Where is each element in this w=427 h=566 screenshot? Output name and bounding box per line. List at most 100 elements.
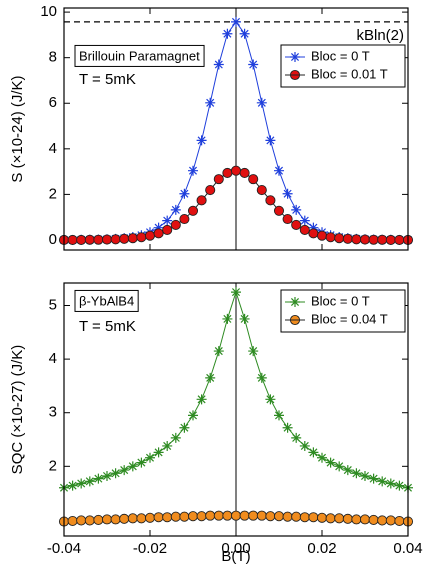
data-point [385, 515, 396, 526]
data-point [187, 205, 199, 216]
data-point [119, 513, 130, 524]
data-point [187, 511, 199, 522]
x-axis-label: B(T) [221, 548, 250, 565]
data-point [239, 28, 250, 39]
data-point [359, 234, 371, 245]
y-axis-label: SQC (×10-27) (J/K) [9, 345, 26, 475]
data-point [377, 234, 388, 245]
data-point [248, 510, 259, 521]
data-point [136, 513, 147, 524]
data-point [265, 394, 276, 405]
data-point [127, 461, 138, 472]
y-tick-label: 0 [49, 231, 57, 248]
data-point [119, 233, 130, 244]
data-point [282, 422, 293, 433]
data-point [84, 476, 95, 487]
x-tick-label: 0.00 [221, 540, 250, 557]
data-point [265, 195, 276, 206]
data-point [265, 135, 276, 146]
y-axis-label: S (×10-24) (J/K) [9, 75, 26, 182]
data-point [205, 97, 216, 108]
data-point [325, 513, 336, 524]
data-point [222, 28, 233, 39]
data-point [273, 205, 285, 216]
data-point [299, 215, 310, 226]
box-label: β-YbAlB4 [79, 293, 134, 308]
data-point [136, 232, 147, 243]
box-label: Brillouin Paramagnet [79, 48, 200, 63]
data-point [76, 478, 87, 489]
data-point [222, 313, 233, 324]
data-point [170, 204, 181, 215]
data-point [351, 514, 362, 525]
data-point [316, 230, 328, 241]
data-point [179, 188, 190, 199]
data-point [179, 511, 190, 522]
data-point [119, 465, 130, 476]
data-point [230, 510, 242, 521]
data-point [239, 167, 250, 179]
x-tick-label: 0.02 [307, 540, 336, 557]
data-point [170, 219, 181, 230]
data-point [385, 234, 396, 246]
data-point [360, 470, 370, 481]
data-point [274, 410, 284, 421]
data-point [179, 422, 190, 433]
data-point [368, 514, 379, 525]
data-point [256, 97, 267, 108]
data-point [213, 174, 224, 185]
data-point [282, 213, 293, 225]
data-point [102, 470, 112, 481]
data-point [334, 233, 345, 244]
data-point [67, 515, 78, 527]
data-point [205, 510, 216, 521]
data-point [144, 512, 156, 523]
data-point [153, 512, 164, 523]
data-point [76, 234, 87, 246]
data-point [231, 16, 241, 27]
y-tick-label: 2 [49, 185, 57, 202]
legend-label: Bloc = 0 T [311, 48, 370, 63]
data-point [342, 233, 353, 244]
data-point [67, 234, 78, 246]
data-point [213, 59, 224, 70]
y-tick-label: 6 [49, 94, 57, 111]
y-tick-label: 2 [49, 457, 57, 474]
data-point [205, 372, 216, 383]
data-point [273, 511, 285, 522]
data-point [351, 468, 362, 479]
annotation: kBln(2) [356, 27, 404, 44]
data-point [162, 440, 173, 451]
data-point [317, 452, 327, 463]
data-point [162, 512, 173, 523]
y-tick-label: 4 [49, 350, 57, 367]
legend-box [280, 44, 406, 88]
data-point [110, 514, 121, 525]
data-point [205, 185, 216, 196]
data-point [325, 232, 336, 243]
y-tick-label: 5 [49, 296, 57, 313]
data-point [274, 165, 284, 176]
data-point [316, 512, 328, 523]
data-point [153, 222, 164, 233]
data-point [248, 346, 259, 357]
data-point [239, 313, 250, 324]
data-point [308, 222, 319, 233]
data-point [222, 167, 233, 179]
data-point [291, 432, 302, 443]
data-point [334, 513, 345, 524]
data-point [256, 185, 267, 196]
legend-label: Bloc = 0 T [311, 293, 370, 308]
data-point [153, 447, 164, 458]
data-point [93, 234, 104, 245]
data-point [308, 228, 319, 239]
data-point [110, 234, 121, 245]
data-point [291, 219, 302, 230]
data-point [170, 511, 181, 522]
data-point [248, 174, 259, 185]
box-label-frame [74, 289, 139, 312]
data-point [110, 468, 121, 479]
data-point [196, 394, 207, 405]
data-point [196, 135, 207, 146]
